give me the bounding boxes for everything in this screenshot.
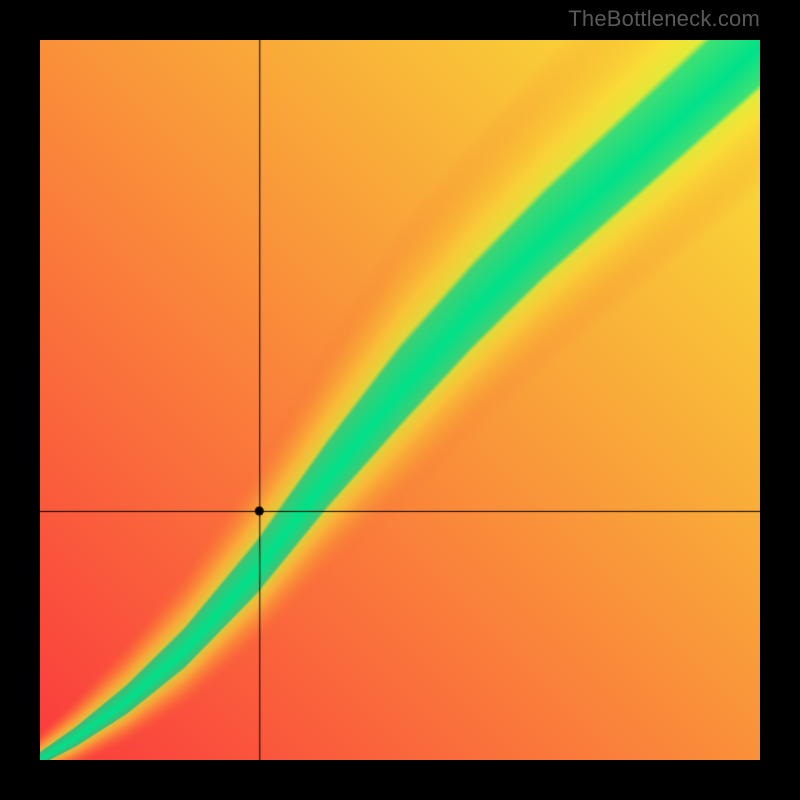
bottleneck-heatmap: [40, 40, 760, 760]
watermark-text: TheBottleneck.com: [568, 6, 760, 32]
chart-frame: TheBottleneck.com: [0, 0, 800, 800]
